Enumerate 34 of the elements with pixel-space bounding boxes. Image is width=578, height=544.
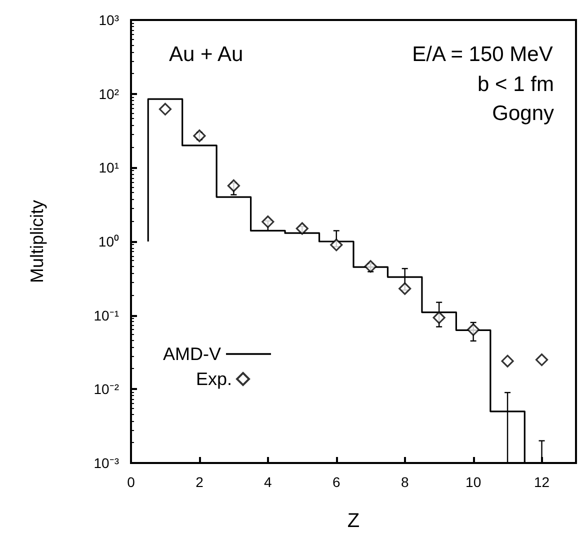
y-tick-label: 10⁻¹ xyxy=(94,307,120,324)
point xyxy=(467,323,480,336)
y-tick-label: 10³ xyxy=(98,12,120,28)
x-tick-label: 12 xyxy=(534,474,550,490)
y-axis-title: Multiplicity xyxy=(27,200,47,284)
annotation: Gogny xyxy=(492,102,554,125)
x-tick-label: 4 xyxy=(264,474,272,490)
point xyxy=(262,215,274,228)
point xyxy=(398,282,412,295)
point xyxy=(330,238,343,252)
point xyxy=(535,353,548,366)
point xyxy=(501,354,514,368)
point xyxy=(227,179,240,192)
x-tick-label: 8 xyxy=(400,474,409,490)
y-tick-label: 10⁻² xyxy=(94,381,120,398)
y-tick-label: 10¹ xyxy=(98,160,120,176)
y-tick-label: 10⁻³ xyxy=(94,455,120,471)
legend-label: Exp. xyxy=(196,369,232,389)
annotation: b < 1 fm xyxy=(478,73,554,96)
point xyxy=(158,102,172,116)
point xyxy=(432,311,446,324)
legend-label: AMD-V xyxy=(163,344,221,364)
x-tick-label: 2 xyxy=(196,474,204,490)
x-tick-label: 0 xyxy=(127,474,136,490)
point xyxy=(296,222,308,235)
annotation: E/A = 150 MeV xyxy=(412,43,553,66)
x-tick-label: 10 xyxy=(466,474,482,490)
x-axis-title: Z xyxy=(347,510,360,532)
point xyxy=(193,130,206,142)
annotation: Au + Au xyxy=(169,43,244,66)
y-tick-label: 10² xyxy=(98,86,120,102)
point xyxy=(364,260,377,273)
x-tick-label: 6 xyxy=(332,474,340,490)
y-tick-label: 10⁰ xyxy=(98,234,119,250)
